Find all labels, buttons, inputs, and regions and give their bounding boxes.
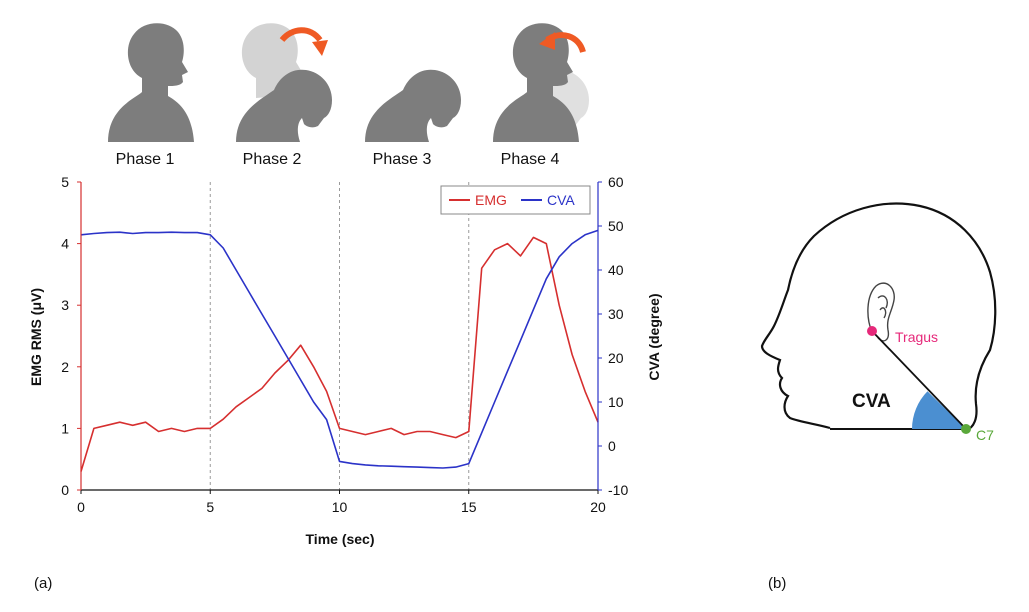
cva-angle-label: CVA [852, 391, 891, 412]
tick-labels: 0 5 10 15 20 0 1 2 3 4 5 -10 0 10 20 30 40 50 60 [61, 174, 628, 515]
y-tick-label-0: 0 [61, 482, 69, 498]
y2-tick-label-3: 20 [608, 350, 624, 366]
series-layer [80, 229, 599, 472]
cva-angle-wedge [912, 391, 966, 429]
phase-label-2: Phase 2 [243, 151, 302, 168]
forward-arrowhead-icon [312, 40, 328, 56]
y-tick-label-5: 5 [61, 174, 69, 190]
x-tick-label-2: 10 [332, 499, 348, 515]
y2-tick-label-0: -10 [608, 482, 628, 498]
tragus-label: Tragus [895, 329, 938, 345]
legend: EMG CVA [440, 185, 591, 215]
phase2-head-icon [236, 23, 332, 142]
y2-tick-label-5: 40 [608, 262, 624, 278]
head-profile-outline [760, 202, 997, 432]
y2-tick-label-6: 50 [608, 218, 624, 234]
y-tick-label-2: 2 [61, 359, 69, 375]
backward-arrowhead-icon [539, 32, 555, 50]
emg-cva-chart: 0 5 10 15 20 0 1 2 3 4 5 -10 0 10 20 30 40 50 60 Time (sec… [28, 174, 662, 547]
phase-labels: Phase 1 Phase 2 Phase 3 Phase 4 [116, 151, 560, 168]
x-tick-label-0: 0 [77, 499, 85, 515]
forward-arrow-icon [279, 27, 323, 43]
y2-tick-label-1: 0 [608, 438, 616, 454]
y-axis-title: EMG RMS (μV) [28, 288, 44, 386]
y2-tick-label-2: 10 [608, 394, 624, 410]
legend-box [440, 185, 591, 215]
ear-icon [867, 282, 895, 342]
tragus-c7-line [871, 330, 967, 430]
x-tick-label-1: 5 [206, 499, 214, 515]
phase-boundary-lines [209, 182, 470, 490]
chart-axes [80, 182, 599, 491]
phase1-head-icon [108, 23, 194, 142]
legend-cva-label: CVA [547, 192, 575, 208]
y2-tick-label-7: 60 [608, 174, 624, 190]
phase3-head-icon [365, 69, 461, 142]
panel-label-b: (b) [768, 575, 786, 592]
tragus-point [867, 326, 877, 336]
c7-label: C7 [976, 427, 994, 443]
y2-axis-title: CVA (degree) [646, 293, 662, 380]
c7-point [961, 424, 971, 434]
x-tick-label-3: 15 [461, 499, 477, 515]
y-tick-label-4: 4 [61, 236, 69, 252]
phase-illustrations [108, 23, 589, 142]
cva-series-line [80, 229, 599, 469]
y-tick-label-3: 3 [61, 297, 69, 313]
y2-tick-label-4: 30 [608, 306, 624, 322]
legend-emg-label: EMG [475, 192, 507, 208]
phase4-head-icon [493, 23, 589, 142]
emg-series-line [80, 236, 599, 472]
phase-label-4: Phase 4 [501, 151, 560, 168]
phase-label-1: Phase 1 [116, 151, 175, 168]
panel-label-a: (a) [34, 575, 52, 592]
x-tick-label-4: 20 [590, 499, 606, 515]
x-axis-title: Time (sec) [306, 531, 375, 547]
y-tick-label-1: 1 [61, 420, 69, 436]
phase-label-3: Phase 3 [373, 151, 432, 168]
cva-diagram: Tragus C7 CVA [760, 202, 997, 443]
